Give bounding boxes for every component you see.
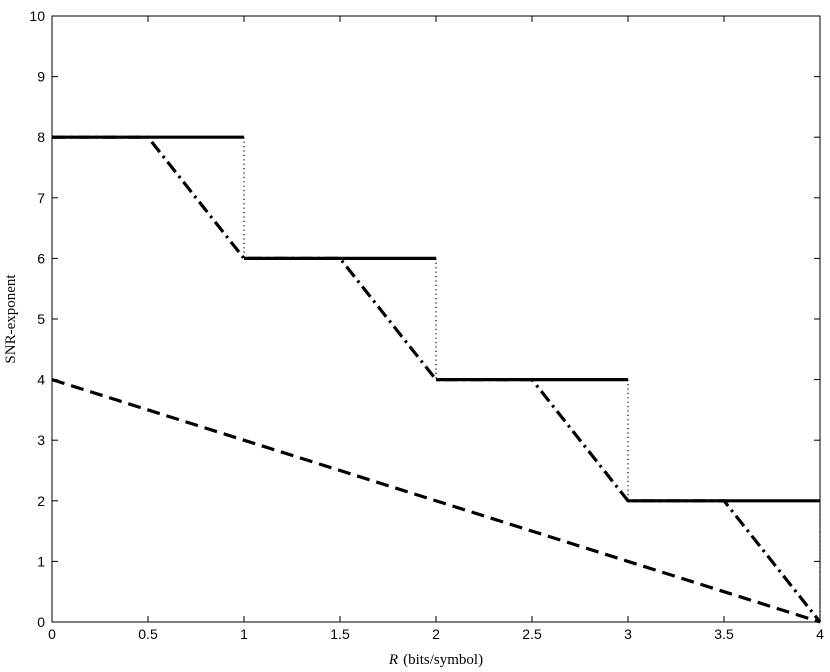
series-dashdot-line-0 <box>52 135 822 623</box>
x-tick-label: 3 <box>624 626 632 642</box>
series-layer <box>51 135 822 624</box>
x-axis-label: R (bits/symbol) <box>388 652 483 668</box>
x-tick-label: 1.5 <box>330 626 350 642</box>
y-tick-label: 7 <box>37 190 45 206</box>
x-tick-label: 0.5 <box>138 626 158 642</box>
x-tick-label: 1 <box>240 626 248 642</box>
x-tick-label: 2 <box>432 626 440 642</box>
y-tick-label: 2 <box>37 493 45 509</box>
x-tick-label: 4 <box>816 626 824 642</box>
y-tick-label: 1 <box>37 553 45 569</box>
y-tick-label: 9 <box>37 69 45 85</box>
y-tick-label: 4 <box>37 372 45 388</box>
plot-area <box>51 15 821 623</box>
y-tick-label: 3 <box>37 432 45 448</box>
y-tick-label: 6 <box>37 250 45 266</box>
tick-layer: 0 0.5 1 1.5 2 2.5 3 3.5 4 0 1 2 3 4 5 6 7 8 9 10 <box>29 8 824 642</box>
y-tick-label: 8 <box>37 129 45 145</box>
x-tick-label: 2.5 <box>522 626 542 642</box>
series-dashed-line-0 <box>51 378 821 624</box>
y-tick-label: 10 <box>29 8 45 24</box>
x-tick-label: 0 <box>48 626 56 642</box>
x-tick-label: 3.5 <box>714 626 734 642</box>
y-tick-label: 5 <box>37 311 45 327</box>
y-axis-label: SNR-exponent <box>3 274 19 364</box>
x-axis-label-var: R <box>388 652 398 668</box>
y-tick-label: 0 <box>37 614 45 630</box>
x-axis-label-unit: (bits/symbol) <box>403 652 483 668</box>
